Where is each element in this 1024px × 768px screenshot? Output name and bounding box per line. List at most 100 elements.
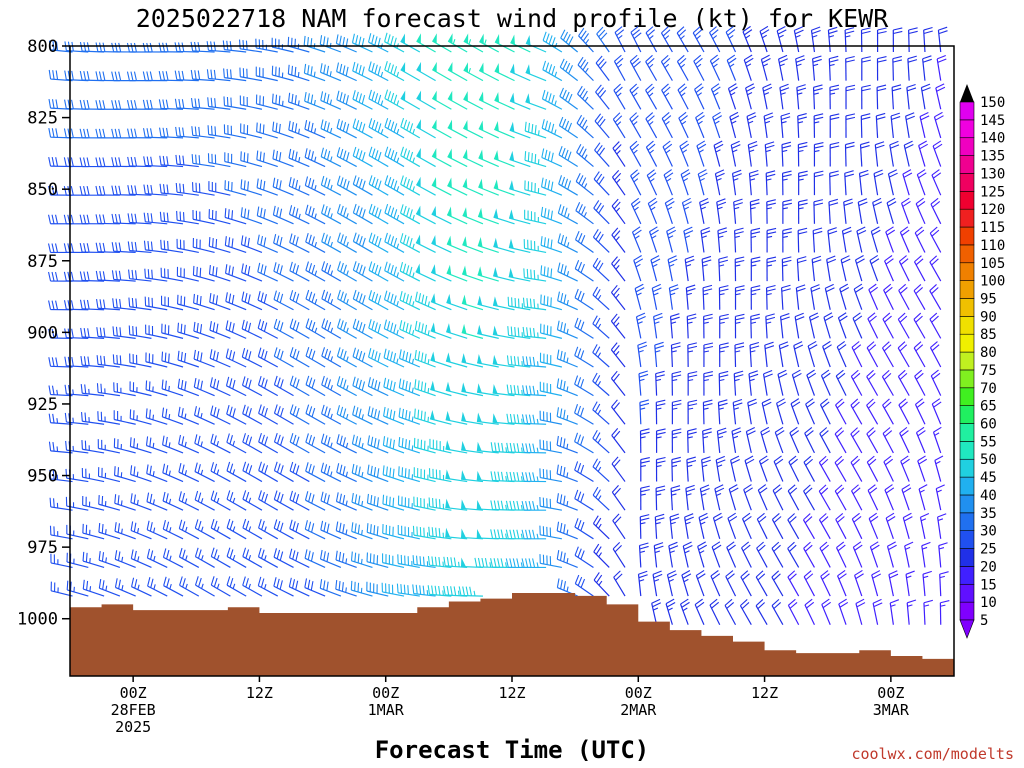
wind-barb (575, 202, 594, 225)
wind-barb (747, 141, 758, 167)
wind-barb (336, 90, 357, 110)
wind-barb (557, 204, 578, 225)
wind-barb (337, 289, 357, 311)
wind-barb (787, 570, 800, 597)
wind-barb (840, 255, 851, 282)
wind-barb (176, 210, 199, 225)
wind-barb (882, 312, 894, 339)
wind-barb (732, 398, 743, 425)
wind-barb (933, 111, 944, 139)
wind-barb (574, 574, 594, 597)
wind-barb (273, 233, 294, 253)
wind-barb (226, 461, 247, 483)
x-tick-label: 3MAR (873, 701, 910, 719)
wind-barb (400, 61, 421, 82)
wind-barb (510, 34, 531, 53)
wind-barb (851, 512, 863, 540)
wind-barb (398, 378, 421, 397)
wind-barb (428, 497, 452, 511)
wind-barb (655, 399, 666, 425)
wind-barb (368, 118, 389, 139)
wind-barb (304, 578, 326, 597)
wind-barb (321, 204, 342, 225)
wind-barb (540, 323, 563, 339)
wind-barb (399, 262, 421, 282)
wind-barb (304, 491, 326, 511)
wind-barb (793, 26, 804, 53)
wind-barb (836, 340, 847, 368)
wind-barb (685, 484, 696, 511)
wind-barb (872, 598, 883, 625)
surface-terrain (70, 592, 954, 676)
wind-barb (82, 551, 105, 569)
colorbar-label: 150 (980, 95, 1005, 111)
wind-barb (176, 238, 199, 254)
wind-barb (321, 404, 342, 425)
wind-barb (445, 381, 468, 397)
wind-barb (932, 426, 942, 454)
wind-barb (320, 119, 342, 139)
wind-barb (525, 34, 547, 53)
wind-barb (907, 55, 918, 81)
wind-barb (305, 347, 326, 368)
wind-barb (539, 554, 562, 569)
wind-barb (734, 313, 745, 339)
wind-barb (210, 490, 231, 511)
wind-barb (492, 296, 515, 311)
wind-barb (749, 341, 760, 368)
wind-barb (645, 26, 658, 53)
wind-barb (774, 426, 785, 454)
wind-barb (190, 98, 215, 110)
x-tick-label: 00Z (372, 684, 399, 702)
wind-barb (574, 317, 594, 339)
wind-barb (397, 524, 420, 540)
wind-barb (670, 485, 681, 511)
wind-barb (162, 491, 184, 511)
wind-barb (161, 351, 184, 368)
wind-barb (49, 525, 73, 540)
wind-barb (889, 140, 900, 167)
wind-barb (192, 182, 215, 196)
wind-barb (226, 547, 247, 568)
wind-barb (574, 288, 594, 311)
wind-barb (225, 376, 247, 397)
wind-barb (640, 457, 650, 482)
wind-barb (461, 440, 484, 454)
wind-barb (210, 405, 231, 425)
wind-barb (888, 570, 899, 597)
wind-barb (478, 149, 499, 168)
wind-barb (128, 325, 152, 339)
colorbar-label: 110 (980, 238, 1005, 254)
wind-barb (630, 26, 642, 53)
wind-barb (412, 584, 436, 597)
wind-barb (776, 398, 786, 425)
wind-barb (176, 266, 199, 282)
wind-barb (747, 398, 758, 425)
wind-barb (194, 547, 215, 568)
wind-barb (289, 347, 310, 368)
wind-barb (98, 550, 121, 569)
wind-barb (664, 197, 675, 225)
wind-barb (289, 375, 310, 397)
wind-barb (718, 256, 729, 282)
wind-barb (130, 521, 152, 540)
wind-barb (750, 285, 761, 310)
wind-barb (258, 519, 279, 540)
wind-barb (492, 354, 515, 368)
wind-barb (400, 117, 421, 139)
wind-barb (127, 213, 152, 225)
wind-barb (350, 580, 373, 597)
wind-barb (908, 27, 918, 53)
wind-barb (194, 519, 215, 540)
wind-barb (613, 83, 626, 110)
colorbar-cell (959, 530, 975, 549)
wind-barb (645, 140, 658, 167)
wind-barb (874, 141, 885, 167)
wind-barb (592, 515, 610, 540)
wind-barb (671, 370, 682, 396)
wind-barb (660, 54, 673, 81)
wind-barb (803, 484, 815, 511)
wind-barb (733, 198, 743, 224)
wind-barb (415, 234, 436, 253)
wind-barb (477, 237, 499, 254)
